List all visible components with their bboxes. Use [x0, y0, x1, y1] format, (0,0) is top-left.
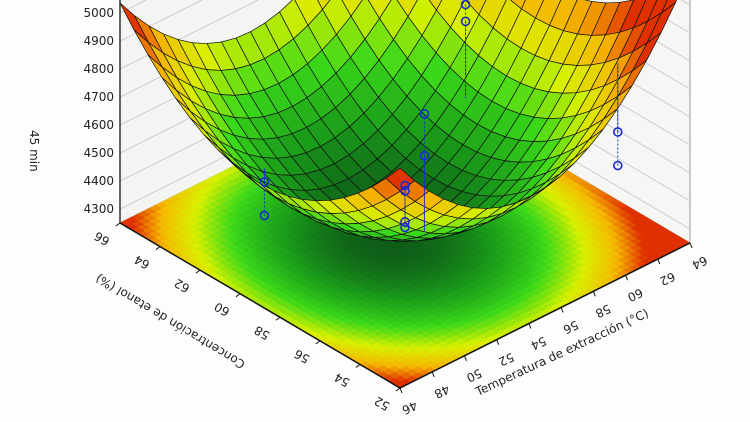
data-point [419, 109, 430, 119]
data-point [419, 151, 430, 161]
x-tick-label: 48 [432, 382, 452, 401]
x-tick-label: 54 [529, 334, 549, 353]
z-tick-label: 5000 [83, 6, 114, 20]
x-tick-mark [463, 355, 467, 361]
surface-cell [317, 0, 331, 11]
y-tick-label: 54 [332, 370, 352, 390]
x-tick-mark [625, 275, 629, 281]
x-tick-mark [689, 242, 693, 249]
y-tick-label: 60 [212, 299, 232, 319]
x-tick-label: 60 [625, 285, 645, 304]
z-tick-label: 4600 [83, 118, 114, 132]
x-tick-label: 46 [400, 398, 420, 417]
data-point [460, 0, 471, 10]
y-tick-mark [275, 316, 281, 321]
surface-cell [428, 0, 443, 11]
x-tick-mark [592, 291, 596, 297]
y-tick-mark [235, 293, 241, 298]
x-tick-mark [560, 307, 564, 313]
x-tick-label: 52 [496, 350, 516, 369]
y-tick-label: 52 [372, 394, 392, 414]
x-tick-mark [657, 258, 661, 265]
z-tick-label: 4900 [83, 34, 114, 48]
x-tick-mark [496, 339, 500, 345]
y-tick-label: 66 [92, 229, 112, 249]
data-point [259, 210, 270, 221]
y-tick-label: 62 [172, 276, 192, 296]
z-tick-label: 4700 [83, 90, 114, 104]
x-tick-mark [528, 323, 532, 329]
data-point [400, 180, 410, 191]
z-tick-label: 4800 [83, 62, 114, 76]
y-axis-label: Concentración de etanol (%) [93, 271, 247, 371]
data-point [612, 160, 623, 171]
x-tick-mark [399, 387, 403, 394]
y-tick-mark [315, 340, 321, 345]
z-tick-label: 4300 [83, 202, 114, 216]
y-tick-mark [155, 246, 161, 250]
y-tick-mark [115, 222, 121, 227]
axis-ticks: 4300440045004600470048004900500051004648… [83, 6, 710, 417]
y-tick-mark [195, 269, 201, 274]
z-tick-label: 4400 [83, 174, 114, 188]
data-point [400, 186, 410, 196]
x-tick-label: 58 [593, 301, 613, 320]
y-tick-mark [395, 387, 401, 392]
data-point [400, 222, 410, 233]
x-tick-mark [431, 371, 435, 378]
y-tick-mark [355, 364, 361, 368]
x-tick-label: 64 [690, 253, 710, 272]
y-tick-label: 64 [132, 252, 152, 272]
x-tick-label: 62 [658, 269, 678, 288]
y-tick-label: 58 [252, 323, 272, 343]
data-points [259, 0, 623, 233]
data-point [460, 16, 471, 27]
y-tick-label: 56 [292, 346, 312, 366]
x-tick-label: 50 [464, 366, 484, 385]
x-tick-label: 56 [561, 317, 581, 336]
z-tick-label: 4500 [83, 146, 114, 160]
z-axis-label: 45 min [27, 130, 41, 172]
